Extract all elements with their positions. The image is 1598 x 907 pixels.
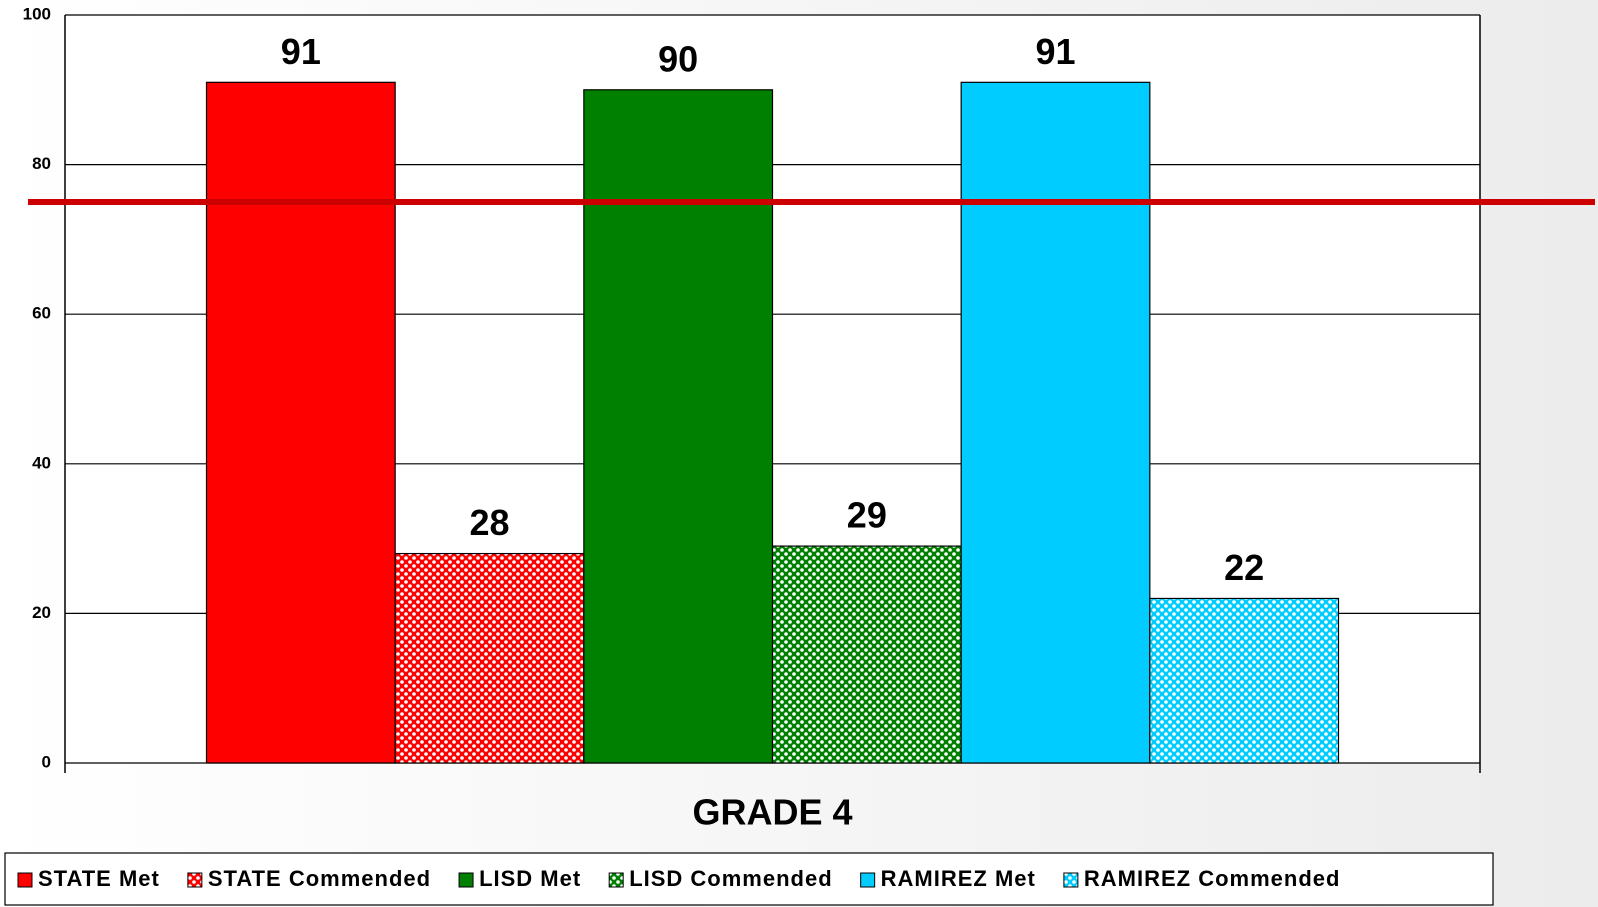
data-label: 28 [469, 502, 509, 543]
legend-label: RAMIREZ Commended [1084, 866, 1341, 891]
data-label: 91 [281, 31, 321, 72]
legend-label: STATE Met [38, 866, 160, 891]
legend-label: STATE Commended [208, 866, 431, 891]
legend-label: RAMIREZ Met [881, 866, 1036, 891]
y-tick-label: 80 [32, 154, 51, 173]
legend-swatch [860, 872, 876, 888]
y-tick-label: 100 [23, 4, 51, 23]
x-tick-label: GRADE 4 [692, 792, 852, 833]
y-tick-label: 0 [42, 752, 51, 771]
legend-swatch [458, 872, 474, 888]
data-label: 29 [847, 495, 887, 536]
legend-swatch [1063, 872, 1079, 888]
legend-swatch [608, 872, 624, 888]
y-tick-label: 40 [32, 453, 51, 472]
legend-swatch [187, 872, 203, 888]
bar [960, 81, 1151, 764]
legend-swatch [17, 872, 33, 888]
y-tick-label: 20 [32, 603, 51, 622]
data-label: 90 [658, 38, 698, 79]
data-label: 22 [1224, 547, 1264, 588]
legend-label: LISD Commended [629, 866, 832, 891]
bar [394, 552, 585, 764]
bar [205, 81, 396, 764]
legend-label: LISD Met [479, 866, 581, 891]
bar [583, 89, 774, 764]
legend [4, 852, 1494, 906]
data-label: 91 [1035, 31, 1075, 72]
bar [771, 545, 962, 764]
bar [1149, 597, 1340, 764]
y-tick-label: 60 [32, 304, 51, 323]
